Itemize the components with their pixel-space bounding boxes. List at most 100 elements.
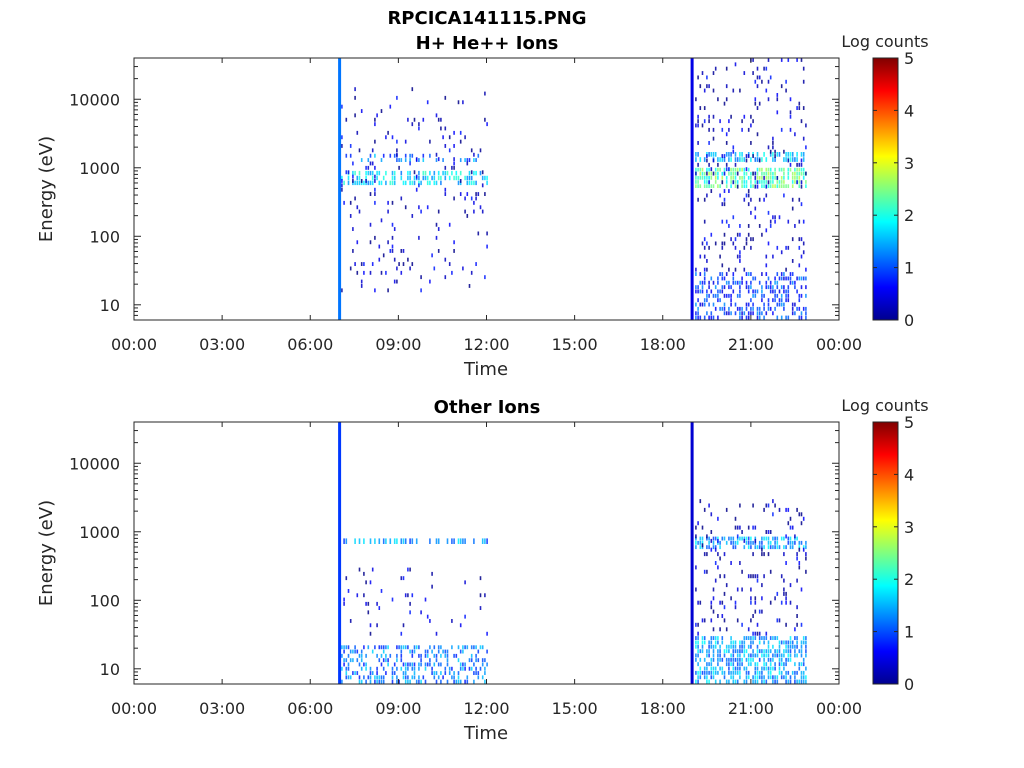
data-cell: [453, 196, 455, 201]
data-cell: [769, 636, 772, 640]
data-cell: [789, 536, 792, 541]
data-cell: [699, 176, 702, 180]
data-cell: [765, 636, 768, 640]
data-cell: [774, 215, 776, 220]
data-cell: [767, 97, 770, 102]
data-cell: [765, 679, 768, 684]
data-cell: [706, 653, 708, 658]
data-cell: [435, 538, 438, 544]
data-cell: [473, 645, 475, 650]
data-cell: [703, 180, 706, 184]
data-cell: [697, 119, 699, 124]
data-cell: [719, 653, 721, 658]
data-cell: [409, 153, 411, 158]
data-cell: [413, 662, 416, 667]
data-cell: [736, 525, 739, 530]
data-cell: [352, 671, 354, 675]
data-cell: [756, 315, 759, 320]
data-cell: [756, 184, 759, 189]
data-cell: [719, 574, 721, 579]
data-cell: [728, 157, 730, 162]
data-cell: [404, 153, 407, 158]
data-cell: [396, 148, 398, 153]
data-cell: [699, 315, 702, 320]
data-cell: [697, 631, 699, 636]
data-cell: [435, 158, 438, 162]
x-tick-label: 12:00: [463, 699, 509, 718]
colorbar-tick-label: 4: [904, 465, 914, 484]
data-cell: [444, 257, 447, 262]
data-cell: [789, 162, 792, 167]
data-cell: [369, 666, 372, 671]
data-cell: [750, 184, 752, 188]
data-cell: [444, 275, 447, 280]
data-cell: [796, 605, 798, 610]
data-cell: [695, 540, 697, 545]
data-cell: [349, 153, 352, 158]
data-cell: [741, 176, 743, 180]
data-cell: [800, 512, 803, 517]
data-cell: [765, 503, 768, 508]
figure-title: RPCICA141115.PNG: [387, 8, 586, 29]
data-cell: [763, 315, 765, 320]
data-cell: [796, 552, 798, 557]
data-cell: [402, 675, 405, 680]
data-cell: [785, 644, 787, 649]
data-cell: [409, 170, 411, 176]
data-cell: [761, 679, 763, 684]
data-cell: [415, 174, 418, 179]
data-cell: [756, 644, 759, 649]
data-cell: [484, 192, 486, 196]
data-cell: [459, 623, 462, 628]
data-cell: [371, 262, 374, 266]
data-cell: [776, 293, 779, 298]
data-cell: [345, 117, 348, 122]
panel-other-ions: Other Ions 00:00 03:00 06:00 09:00 12:00 15:0…: [36, 396, 929, 744]
data-cell: [378, 170, 381, 176]
data-cell: [341, 645, 343, 650]
data-cell: [389, 153, 392, 158]
data-cell: [783, 167, 785, 172]
data-cell: [725, 272, 728, 276]
data-cell: [736, 666, 739, 671]
data-cell: [798, 298, 801, 303]
data-cell: [736, 653, 739, 658]
data-cell: [367, 158, 370, 162]
data-cell: [728, 285, 730, 290]
data-cell: [796, 176, 798, 180]
data-cell: [453, 130, 455, 135]
data-cell: [453, 157, 455, 162]
data-cell: [453, 161, 455, 166]
data-cell: [787, 521, 790, 526]
data-cell: [802, 679, 805, 684]
data-cell: [435, 180, 438, 186]
data-cell: [754, 675, 757, 680]
data-cell: [756, 84, 759, 89]
data-cell: [459, 649, 462, 654]
data-cell: [772, 636, 774, 640]
data-cell: [802, 306, 805, 311]
data-cell: [743, 71, 746, 75]
data-cell: [393, 257, 396, 262]
data-cell: [719, 540, 721, 545]
data-cell: [407, 666, 409, 671]
data-cell: [721, 154, 724, 158]
data-cell: [393, 180, 396, 186]
data-cell: [800, 521, 803, 526]
data-cell: [444, 192, 447, 196]
data-cell: [420, 653, 422, 658]
data-cell: [747, 285, 750, 290]
data-cell: [767, 644, 770, 649]
data-cell: [369, 161, 372, 166]
data-cell: [765, 66, 768, 71]
data-cell: [747, 653, 750, 658]
data-cell: [358, 538, 361, 544]
data-cell: [778, 666, 781, 671]
data-cell: [780, 536, 783, 541]
data-cell: [723, 202, 726, 207]
data-cell: [752, 679, 754, 684]
data-cell: [363, 675, 365, 680]
data-cell: [411, 262, 414, 266]
data-cell: [352, 179, 354, 183]
data-cell: [743, 640, 746, 645]
